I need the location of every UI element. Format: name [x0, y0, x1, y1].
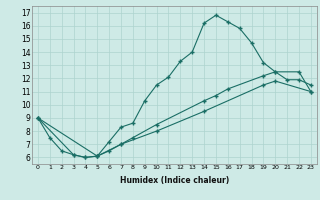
X-axis label: Humidex (Indice chaleur): Humidex (Indice chaleur)	[120, 176, 229, 185]
